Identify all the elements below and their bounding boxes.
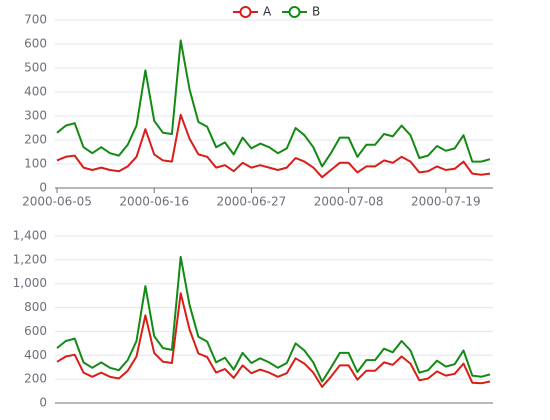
- y-tick-label: 400: [24, 348, 47, 362]
- y-tick-label: 200: [24, 372, 47, 386]
- y-tick-label: 700: [24, 13, 47, 27]
- y-tick-label: 1,400: [13, 229, 47, 243]
- y-tick-label: 300: [24, 109, 47, 123]
- y-tick-label: 800: [24, 300, 47, 314]
- y-tick-label: 200: [24, 133, 47, 147]
- x-tick-label: 2000-06-16: [119, 195, 189, 209]
- legend-icon-circle: [239, 6, 252, 18]
- series-line: [56, 113, 491, 179]
- x-tick-label: 2000-07-19: [411, 195, 481, 209]
- legend-label: A: [263, 5, 272, 19]
- y-tick-label: 1,000: [13, 276, 47, 290]
- series-line: [56, 39, 491, 168]
- y-tick-label: 1,200: [13, 252, 47, 266]
- x-tick-label: 2000-07-08: [314, 195, 384, 209]
- y-tick-label: 600: [24, 324, 47, 338]
- legend-label: B: [312, 5, 320, 19]
- series-line: [56, 255, 491, 383]
- x-tick-label: 2000-06-27: [217, 195, 287, 209]
- legend-icon-circle: [288, 6, 301, 18]
- y-tick-label: 100: [24, 157, 47, 171]
- y-tick-label: 600: [24, 37, 47, 51]
- y-tick-label: 0: [39, 181, 47, 195]
- y-tick-label: 500: [24, 61, 47, 75]
- y-tick-label: 0: [39, 396, 47, 410]
- series-line: [56, 292, 491, 388]
- y-tick-label: 400: [24, 85, 47, 99]
- x-tick-label: 2000-06-05: [22, 195, 92, 209]
